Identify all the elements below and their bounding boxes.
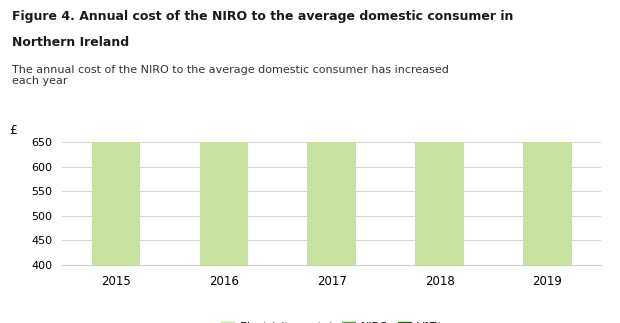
Bar [92, 16, 140, 24]
Bar [308, 32, 356, 45]
Text: Figure 4. Annual cost of the NIRO to the average domestic consumer in: Figure 4. Annual cost of the NIRO to the… [12, 10, 514, 23]
Text: Northern Ireland: Northern Ireland [12, 36, 130, 48]
Y-axis label: £: £ [9, 124, 17, 137]
Text: 24: 24 [216, 46, 232, 59]
Bar [308, 19, 356, 32]
Bar [200, 59, 248, 265]
Text: 18: 18 [108, 13, 124, 26]
Bar [308, 45, 356, 265]
Legend: Electricity costs*, NIRO, VAT*: Electricity costs*, NIRO, VAT* [216, 317, 447, 323]
Bar [200, 35, 248, 47]
Bar [92, 24, 140, 265]
Bar [200, 47, 248, 59]
Bar [92, 6, 140, 16]
Bar [415, 15, 464, 265]
Text: 29: 29 [432, 1, 448, 14]
Text: The annual cost of the NIRO to the average domestic consumer has increased
each : The annual cost of the NIRO to the avera… [12, 65, 449, 86]
Bar [415, 0, 464, 15]
Bar [523, 0, 572, 265]
Text: 26: 26 [324, 32, 340, 45]
